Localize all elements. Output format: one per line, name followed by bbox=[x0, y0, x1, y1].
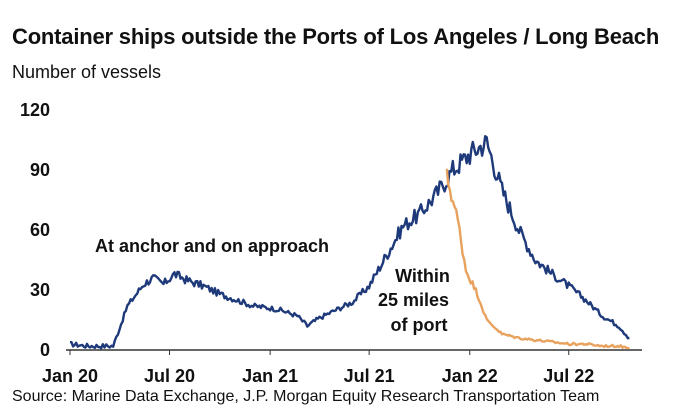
source-note: Source: Marine Data Exchange, J.P. Morga… bbox=[12, 388, 600, 405]
y-tick-label: 30 bbox=[30, 280, 50, 300]
chart-title: Container ships outside the Ports of Los… bbox=[12, 24, 660, 49]
y-tick-label: 90 bbox=[30, 160, 50, 180]
y-tick-label: 60 bbox=[30, 220, 50, 240]
y-tick-label: 0 bbox=[40, 340, 50, 360]
annotation-within: Within 25 miles of port bbox=[378, 266, 455, 335]
series-line-within-25-miles bbox=[445, 168, 630, 350]
x-tick-label: Jul 22 bbox=[543, 366, 594, 386]
x-tick-label: Jul 21 bbox=[344, 366, 395, 386]
x-tick-label: Jan 21 bbox=[242, 366, 298, 386]
x-tick-label: Jan 20 bbox=[42, 366, 98, 386]
x-tick-label: Jan 22 bbox=[442, 366, 498, 386]
annotation-anchor: At anchor and on approach bbox=[95, 236, 329, 256]
series-line-at-anchor bbox=[69, 135, 630, 350]
y-axis-label: Number of vessels bbox=[12, 62, 162, 82]
y-tick-label: 120 bbox=[20, 100, 50, 120]
x-tick-label: Jul 20 bbox=[144, 366, 195, 386]
